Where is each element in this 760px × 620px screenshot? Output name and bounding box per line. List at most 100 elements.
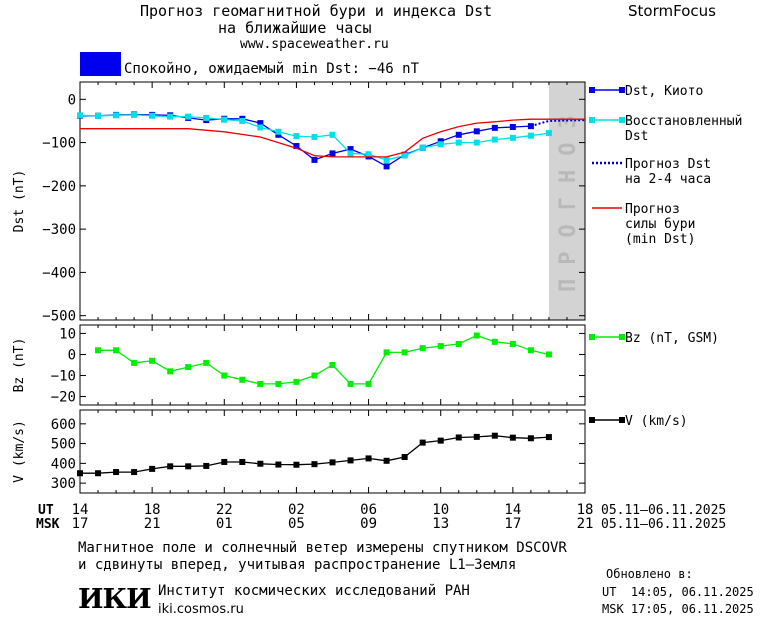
y-tick-label: −200 <box>42 179 76 195</box>
data-point <box>293 461 300 468</box>
x-tick-label-msk: 09 <box>360 516 377 532</box>
data-point <box>167 113 174 120</box>
data-point <box>383 163 390 170</box>
data-point <box>275 131 282 138</box>
data-point <box>221 372 228 379</box>
data-point <box>203 114 210 121</box>
x-tick-label-msk: 13 <box>432 516 449 532</box>
data-point <box>437 138 444 145</box>
x-tick-label-ut: 22 <box>216 502 233 518</box>
y-tick-label: −300 <box>42 222 76 238</box>
data-point <box>491 338 498 345</box>
institute-logo: ИКИ <box>78 584 152 615</box>
data-point <box>257 460 264 467</box>
data-point <box>293 143 300 150</box>
x-tick-label-msk: 17 <box>72 516 89 532</box>
y-axis-label: V (km/s) <box>12 420 27 483</box>
data-point <box>329 362 336 368</box>
legend-label: Dst, Киото <box>625 84 703 99</box>
data-point <box>473 128 480 135</box>
institute-name: Институт космических исследований РАН <box>158 583 470 599</box>
y-tick-label: 0 <box>68 347 76 363</box>
data-point <box>383 457 390 464</box>
y-tick-label: 10 <box>59 326 76 342</box>
data-point <box>239 376 246 383</box>
data-point <box>149 112 156 119</box>
y-tick-label: −500 <box>42 309 76 325</box>
y-axis-label: Dst (nT) <box>12 170 27 233</box>
data-point <box>95 347 102 354</box>
institute-url[interactable]: iki.cosmos.ru <box>158 602 244 617</box>
x-tick-label-msk: 01 <box>216 516 233 532</box>
data-point <box>437 141 444 148</box>
legend-marker <box>619 117 625 123</box>
legend-label: Bz (nT, GSM) <box>625 331 719 346</box>
data-point <box>311 156 318 163</box>
forecast-band-label: ПРОГНОЗ <box>556 101 581 292</box>
legend-marker <box>589 117 595 123</box>
legend-label: на 2-4 часа <box>625 172 711 187</box>
series-line <box>80 113 531 168</box>
data-point <box>455 340 462 347</box>
status-text: Спокойно, ожидаемый min Dst: −46 nT <box>124 61 420 77</box>
brand-name: StormFocus <box>628 2 716 20</box>
data-point <box>95 470 102 477</box>
data-point <box>401 152 408 159</box>
data-point <box>437 437 444 444</box>
data-point <box>419 144 426 151</box>
x-tick-label-msk: 17 <box>504 516 521 532</box>
x-tick-label-msk: 05 <box>288 516 305 532</box>
data-point <box>221 116 228 123</box>
chart-subtitle: на ближайшие часы <box>218 19 372 37</box>
data-point <box>419 439 426 446</box>
data-point <box>329 150 336 157</box>
data-point <box>185 463 192 470</box>
updated-ut: UT 14:05, 06.11.2025 <box>602 585 754 599</box>
footnote-line-2: и сдвинуты вперед, учитывая распростране… <box>78 557 517 573</box>
x-tick-label-ut: 18 <box>144 502 161 518</box>
data-point <box>77 112 83 119</box>
legend-label: Dst <box>625 129 648 144</box>
data-point <box>329 459 336 466</box>
data-point <box>527 435 534 442</box>
data-point <box>545 130 552 137</box>
legend-label: Восстановленный <box>625 114 742 129</box>
data-point <box>347 457 354 464</box>
data-point <box>149 465 156 472</box>
legend-marker <box>589 87 595 93</box>
series-line <box>80 118 585 158</box>
data-point <box>257 380 264 387</box>
data-point <box>473 332 480 339</box>
data-point <box>509 340 516 347</box>
site-url[interactable]: www.spaceweather.ru <box>240 37 389 52</box>
data-point <box>167 463 174 470</box>
data-point <box>383 349 390 356</box>
status-color-swatch <box>80 52 121 76</box>
y-tick-label: −400 <box>42 265 76 281</box>
data-point <box>113 347 120 354</box>
data-point <box>131 359 138 366</box>
data-point <box>95 112 102 119</box>
data-point <box>257 120 264 127</box>
data-point <box>419 345 426 352</box>
data-point <box>311 133 318 140</box>
series-line <box>98 334 550 385</box>
data-point <box>203 462 210 469</box>
legend-label: Прогноз Dst <box>625 157 711 172</box>
legend-marker <box>589 334 595 340</box>
data-point <box>131 111 138 118</box>
data-point <box>185 364 192 371</box>
x-tick-label-ut: 02 <box>288 502 305 518</box>
data-point <box>293 133 300 140</box>
data-point <box>347 150 354 157</box>
data-point <box>113 112 120 119</box>
data-point <box>239 458 246 465</box>
panel-frame-dst <box>79 81 586 321</box>
data-point <box>455 131 462 138</box>
x-tick-label-msk: 21 <box>577 516 594 532</box>
y-tick-label: −100 <box>42 136 76 152</box>
data-point <box>275 380 282 387</box>
data-point <box>365 151 372 158</box>
data-point <box>149 357 156 364</box>
